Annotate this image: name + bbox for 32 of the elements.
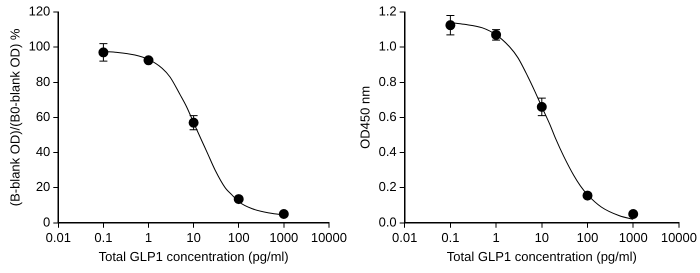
x-tick-label: 1 <box>144 230 152 246</box>
y-tick-label: 0 <box>43 214 50 230</box>
y-axis-title: OD450 nm <box>357 86 372 149</box>
y-tick-label: 40 <box>36 144 50 160</box>
x-tick-label: 100 <box>576 230 598 246</box>
x-tick-label: 0.1 <box>94 230 112 246</box>
x-tick-label: 10000 <box>310 230 348 246</box>
x-tick-label: 1000 <box>269 230 298 246</box>
y-tick-label: 60 <box>36 108 50 124</box>
y-tick-label: 0.0 <box>378 214 397 230</box>
x-tick-label: 0.01 <box>392 230 418 246</box>
x-axis-title: Total GLP1 concentration (pg/ml) <box>98 248 289 264</box>
x-tick-label: 10 <box>186 230 201 246</box>
y-tick-label: 1.2 <box>378 4 397 19</box>
x-tick-label: 0.01 <box>46 230 71 246</box>
x-axis-title: Total GLP1 concentration (pg/ml) <box>446 248 637 264</box>
x-tick-label: 0.1 <box>441 230 460 246</box>
y-tick-label: 20 <box>36 179 50 194</box>
y-tick-label: 80 <box>36 74 50 89</box>
y-axis-title: (B-blank OD)/(B0-blank OD) % <box>7 28 22 206</box>
y-tick-label: 1.0 <box>378 38 397 54</box>
y-tick-label: 100 <box>28 38 50 54</box>
y-tick-label: 120 <box>28 4 50 19</box>
x-tick-label: 1000 <box>618 230 648 246</box>
x-tick-label: 10000 <box>660 230 698 246</box>
y-tick-label: 0.2 <box>378 179 397 194</box>
y-tick-label: 0.4 <box>378 144 397 160</box>
y-tick-label: 0.6 <box>378 108 397 124</box>
y-tick-label: 0.8 <box>378 74 397 89</box>
x-tick-label: 100 <box>228 230 250 246</box>
x-tick-label: 10 <box>534 230 550 246</box>
x-tick-label: 1 <box>492 230 500 246</box>
